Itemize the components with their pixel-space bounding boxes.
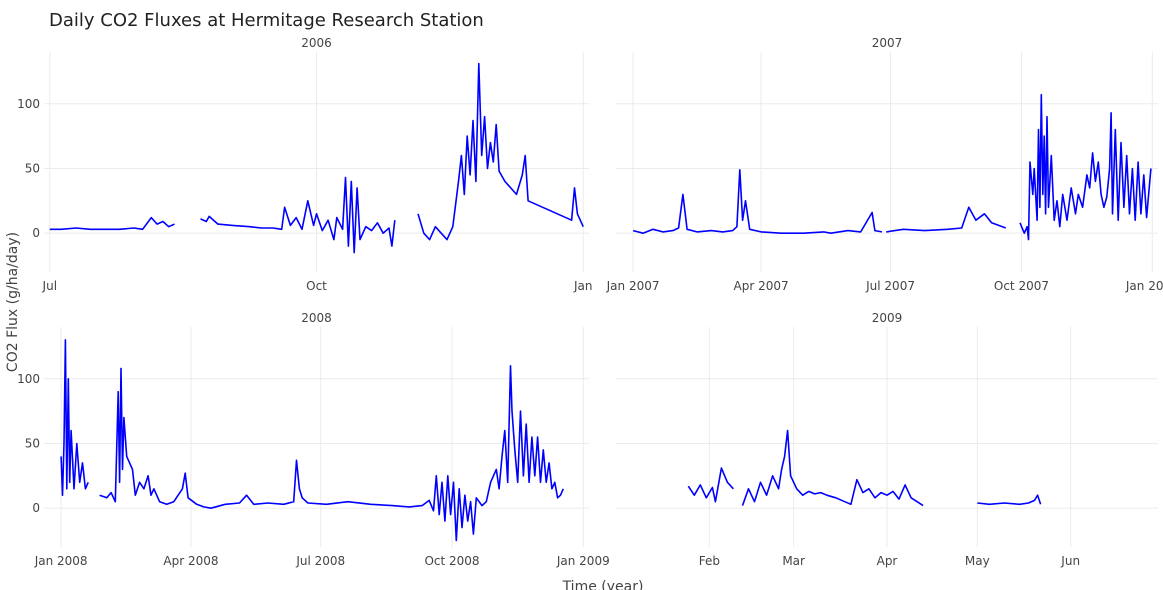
- chart-title: Daily CO2 Fluxes at Hermitage Research S…: [49, 10, 484, 31]
- series-line-segment: [417, 62, 584, 241]
- x-tick-label: May: [965, 554, 990, 568]
- facet-panels: 2006 0 50 100 Jul Oct Jan 2007 Jan 2007 Apr 2007 J…: [17, 36, 1163, 568]
- x-tick-label: Oct 2007: [994, 279, 1049, 293]
- facet-label: 2008: [301, 311, 332, 325]
- x-tick-label: Jun: [1060, 554, 1080, 568]
- y-tick-label: 100: [17, 372, 40, 386]
- x-tick-label: Apr: [877, 554, 898, 568]
- x-tick-label: Apr 2008: [163, 554, 218, 568]
- facet-panel-2008: 2008 0 50 100 Jan 2008 Apr 2008 Jul 2008 Oct 20…: [17, 311, 610, 568]
- facet-label: 2009: [872, 311, 903, 325]
- facet-panel-2007: 2007 Jan 2007 Apr 2007 Jul 2007 Oct 2007 Jan …: [606, 36, 1163, 293]
- x-tick-label: Jul: [42, 279, 57, 293]
- x-tick-label: Jul 2007: [865, 279, 915, 293]
- facet-panel-2006: 2006 0 50 100 Jul Oct Jan: [17, 36, 592, 293]
- y-tick-label: 50: [25, 161, 40, 175]
- x-tick-label: Jan 2008: [1125, 279, 1163, 293]
- series-line-segment: [1019, 93, 1152, 241]
- x-tick-label: Oct 2008: [424, 554, 479, 568]
- x-tick-label: Jan 2008: [34, 554, 88, 568]
- series-line-segment: [99, 364, 565, 542]
- series-line-segment: [741, 429, 924, 507]
- x-tick-label: Jul 2008: [295, 554, 345, 568]
- y-tick-label: 50: [25, 436, 40, 450]
- y-axis-title: CO2 Flux (g/ha/day): [5, 232, 21, 372]
- x-tick-label: Feb: [699, 554, 720, 568]
- y-tick-label: 100: [17, 97, 40, 111]
- series-line-segment: [49, 216, 175, 231]
- y-tick-label: 0: [32, 501, 40, 515]
- series-line-segment: [60, 339, 89, 497]
- facet-label: 2006: [301, 36, 332, 50]
- x-tick-label: Jan: [573, 279, 593, 293]
- x-tick-label: Oct: [306, 279, 327, 293]
- x-tick-label: Mar: [782, 554, 805, 568]
- x-axis-title: Time (year): [562, 579, 644, 590]
- series-line-segment: [200, 176, 396, 254]
- series-line-segment: [886, 206, 1007, 233]
- x-tick-label: Apr 2007: [734, 279, 789, 293]
- y-tick-label: 0: [32, 226, 40, 240]
- facet-label: 2007: [872, 36, 903, 50]
- series-line-segment: [977, 494, 1042, 506]
- x-tick-label: Jan 2007: [606, 279, 660, 293]
- series-line-segment: [632, 169, 883, 234]
- facet-panel-2009: 2009 Feb Mar Apr May Jun: [616, 311, 1158, 568]
- series-line-segment: [687, 467, 734, 503]
- x-tick-label: Jan 2009: [556, 554, 610, 568]
